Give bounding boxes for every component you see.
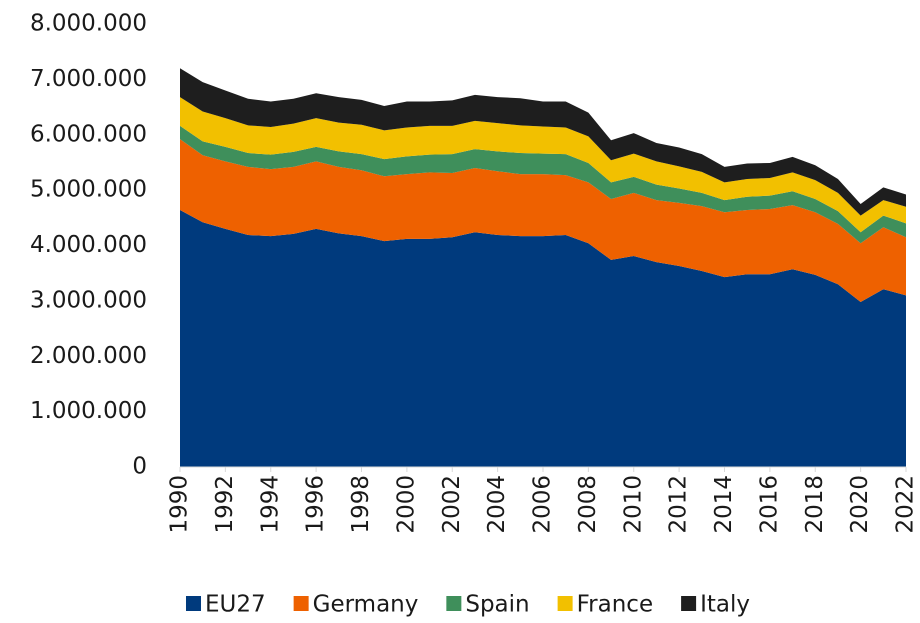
x-tick-label: 2020 [847,475,873,534]
x-tick-label: 2016 [756,475,782,534]
legend-label: Spain [465,592,529,618]
legend-label: France [577,592,653,618]
x-tick-label: 2012 [666,475,692,534]
legend-label: Germany [313,592,419,618]
area [180,68,906,216]
y-tick-label: 4.000.000 [30,232,147,258]
y-tick-label: 0 [132,454,147,480]
y-tick-label: 1.000.000 [30,398,147,424]
legend-label: EU27 [205,592,266,618]
area [180,139,906,302]
x-tick-label: 2018 [802,475,828,534]
x-tick-label: 2006 [530,475,556,534]
x-tick-label: 1992 [212,475,238,534]
x-tick-label: 1990 [167,475,193,534]
x-tick-label: 2014 [711,475,737,534]
y-tick-label: 2.000.000 [30,343,147,369]
legend-swatch [185,596,201,611]
area [180,210,906,467]
y-tick-label: 8.000.000 [30,11,147,37]
x-tick-label: 1998 [348,475,374,534]
legend-swatch [446,596,462,611]
x-tick-label: 1994 [257,475,283,534]
legend-swatch [293,596,309,611]
area [180,97,906,233]
y-tick-label: 7.000.000 [30,66,147,92]
area [180,125,906,244]
x-tick-label: 2004 [484,475,510,534]
x-tick-label: 1996 [303,475,329,534]
x-tick-label: 2002 [439,475,465,534]
x-tick-label: 2000 [393,475,419,534]
x-tick-label: 2022 [893,475,919,534]
x-tick-label: 2010 [620,475,646,534]
legend-label: Italy [700,592,750,618]
y-tick-label: 6.000.000 [30,121,147,147]
legend-swatch [557,596,573,611]
y-tick-label: 5.000.000 [30,177,147,203]
legend: EU27 Germany Spain France Italy [185,592,750,618]
x-tick-label: 2008 [575,475,601,534]
legend-swatch [681,596,697,611]
y-tick-label: 3.000.000 [30,287,147,313]
